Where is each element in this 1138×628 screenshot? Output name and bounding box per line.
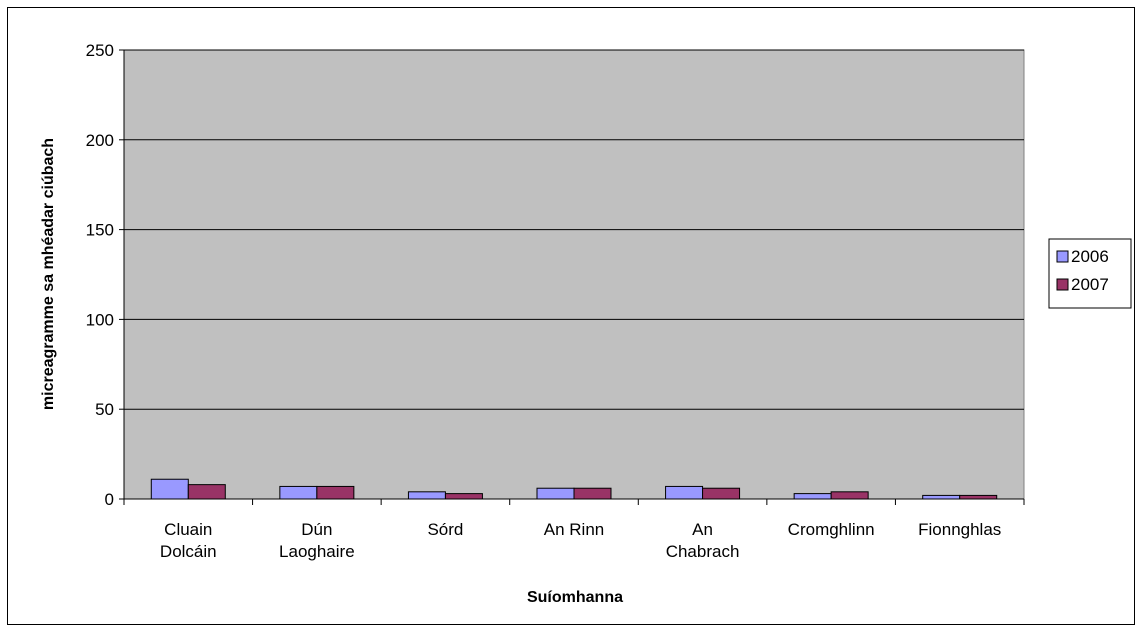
bar-2006-3 (536, 487, 575, 500)
bar-2006-6 (922, 494, 961, 500)
x-axis-title: Suíomhanna (527, 589, 623, 606)
legend: 2006 2007 (1048, 238, 1132, 309)
x-category-label: Cluain Dolcáin (160, 520, 217, 561)
bar-2007-6 (959, 494, 998, 500)
axes (119, 49, 1025, 505)
bar-2006-2 (407, 491, 446, 500)
bar-2006-4 (665, 485, 704, 500)
x-category-label: Dún Laoghaire (279, 520, 355, 561)
x-category-labels: Cluain Dolcáin Dún Laoghaire Sórd An Rinn An Ch… (160, 520, 1001, 561)
bar-2007-2 (444, 493, 483, 500)
y-tick-label: 150 (86, 221, 114, 240)
gridlines (124, 49, 1024, 410)
bar-2006-5 (793, 493, 832, 500)
legend-label-2007: 2007 (1071, 275, 1109, 294)
bar-2007-1 (316, 485, 355, 500)
legend-swatch-2007 (1056, 278, 1069, 291)
x-category-label: Cromghlinn (788, 520, 875, 539)
legend-swatch-2006 (1056, 250, 1069, 263)
plot-area (123, 49, 1025, 500)
bar-2006-1 (279, 485, 318, 500)
x-category-label: Sórd (427, 520, 463, 539)
x-category-label: An Chabrach (666, 520, 740, 561)
bar-2007-0 (187, 484, 226, 500)
y-tick-label: 0 (105, 490, 114, 509)
plot-background (123, 49, 1025, 500)
y-tick-label: 50 (95, 400, 114, 419)
legend-label-2006: 2006 (1071, 247, 1109, 266)
y-axis-title: micreagramme sa mhéadar ciúbach (40, 138, 57, 410)
x-category-label: An Rinn (544, 520, 604, 539)
bar-2007-5 (830, 491, 869, 500)
bar-2007-4 (702, 487, 741, 500)
y-tick-labels: 0 50 100 150 200 250 (86, 41, 114, 509)
bar-2006-0 (150, 478, 189, 500)
x-category-label: Fionnghlas (918, 520, 1001, 539)
y-tick-label: 100 (86, 310, 114, 329)
bar-2007-3 (573, 487, 612, 500)
y-tick-label: 250 (86, 41, 114, 60)
y-tick-label: 200 (86, 131, 114, 150)
